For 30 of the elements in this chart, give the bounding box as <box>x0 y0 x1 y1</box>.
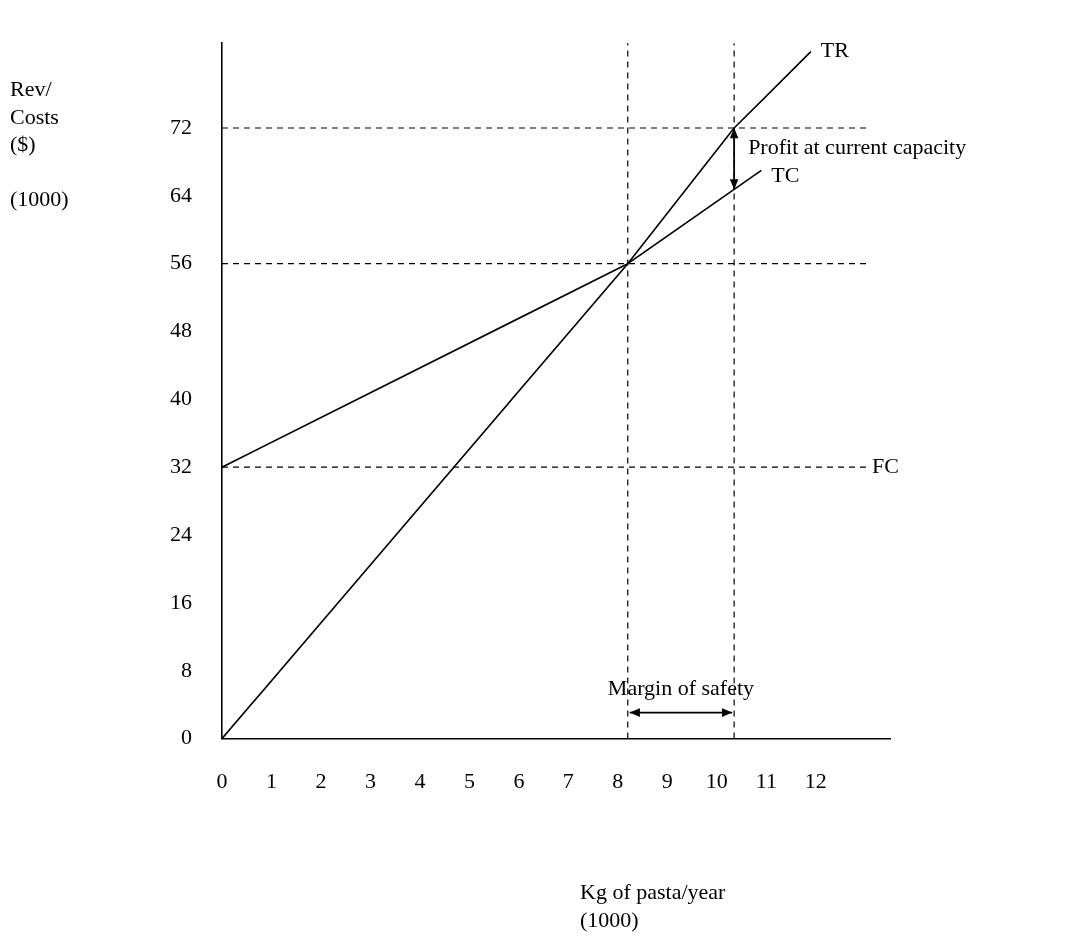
series-label: TR <box>820 37 850 63</box>
y-tick-label: 64 <box>170 181 192 207</box>
x-tick-label: 7 <box>562 767 574 793</box>
x-tick-label: 8 <box>612 767 624 793</box>
y-tick-label: 16 <box>170 588 192 614</box>
x-axis-title: Kg of pasta/year (1000) <box>580 878 726 933</box>
x-tick-label: 6 <box>513 767 525 793</box>
y-tick-label: 72 <box>170 113 192 139</box>
x-tick-label: 3 <box>364 767 376 793</box>
annotation: Margin of safety <box>607 675 755 701</box>
x-tick-label: 9 <box>661 767 673 793</box>
annotation: Profit at current capacity <box>748 133 967 159</box>
x-tick-label: 2 <box>315 767 327 793</box>
y-tick-label: 40 <box>170 385 192 411</box>
x-tick-label: 1 <box>265 767 277 793</box>
x-tick-label: 4 <box>414 767 426 793</box>
text: Rev/ Costs ($) (1000) <box>10 76 69 211</box>
x-tick-label: 0 <box>216 767 228 793</box>
y-tick-label: 8 <box>181 656 192 682</box>
legend-label: TC <box>771 162 800 188</box>
y-tick-label: 56 <box>170 249 192 275</box>
x-tick-label: 12 <box>804 767 827 793</box>
ref-line-label: FC <box>872 453 899 479</box>
y-tick-label: 32 <box>170 453 192 479</box>
y-tick-label: 24 <box>170 520 192 546</box>
y-tick-label: 48 <box>170 317 192 343</box>
x-tick-label: 10 <box>705 767 728 793</box>
y-tick-label: 0 <box>181 724 192 750</box>
x-tick-label: 11 <box>755 767 777 793</box>
x-tick-label: 5 <box>463 767 475 793</box>
